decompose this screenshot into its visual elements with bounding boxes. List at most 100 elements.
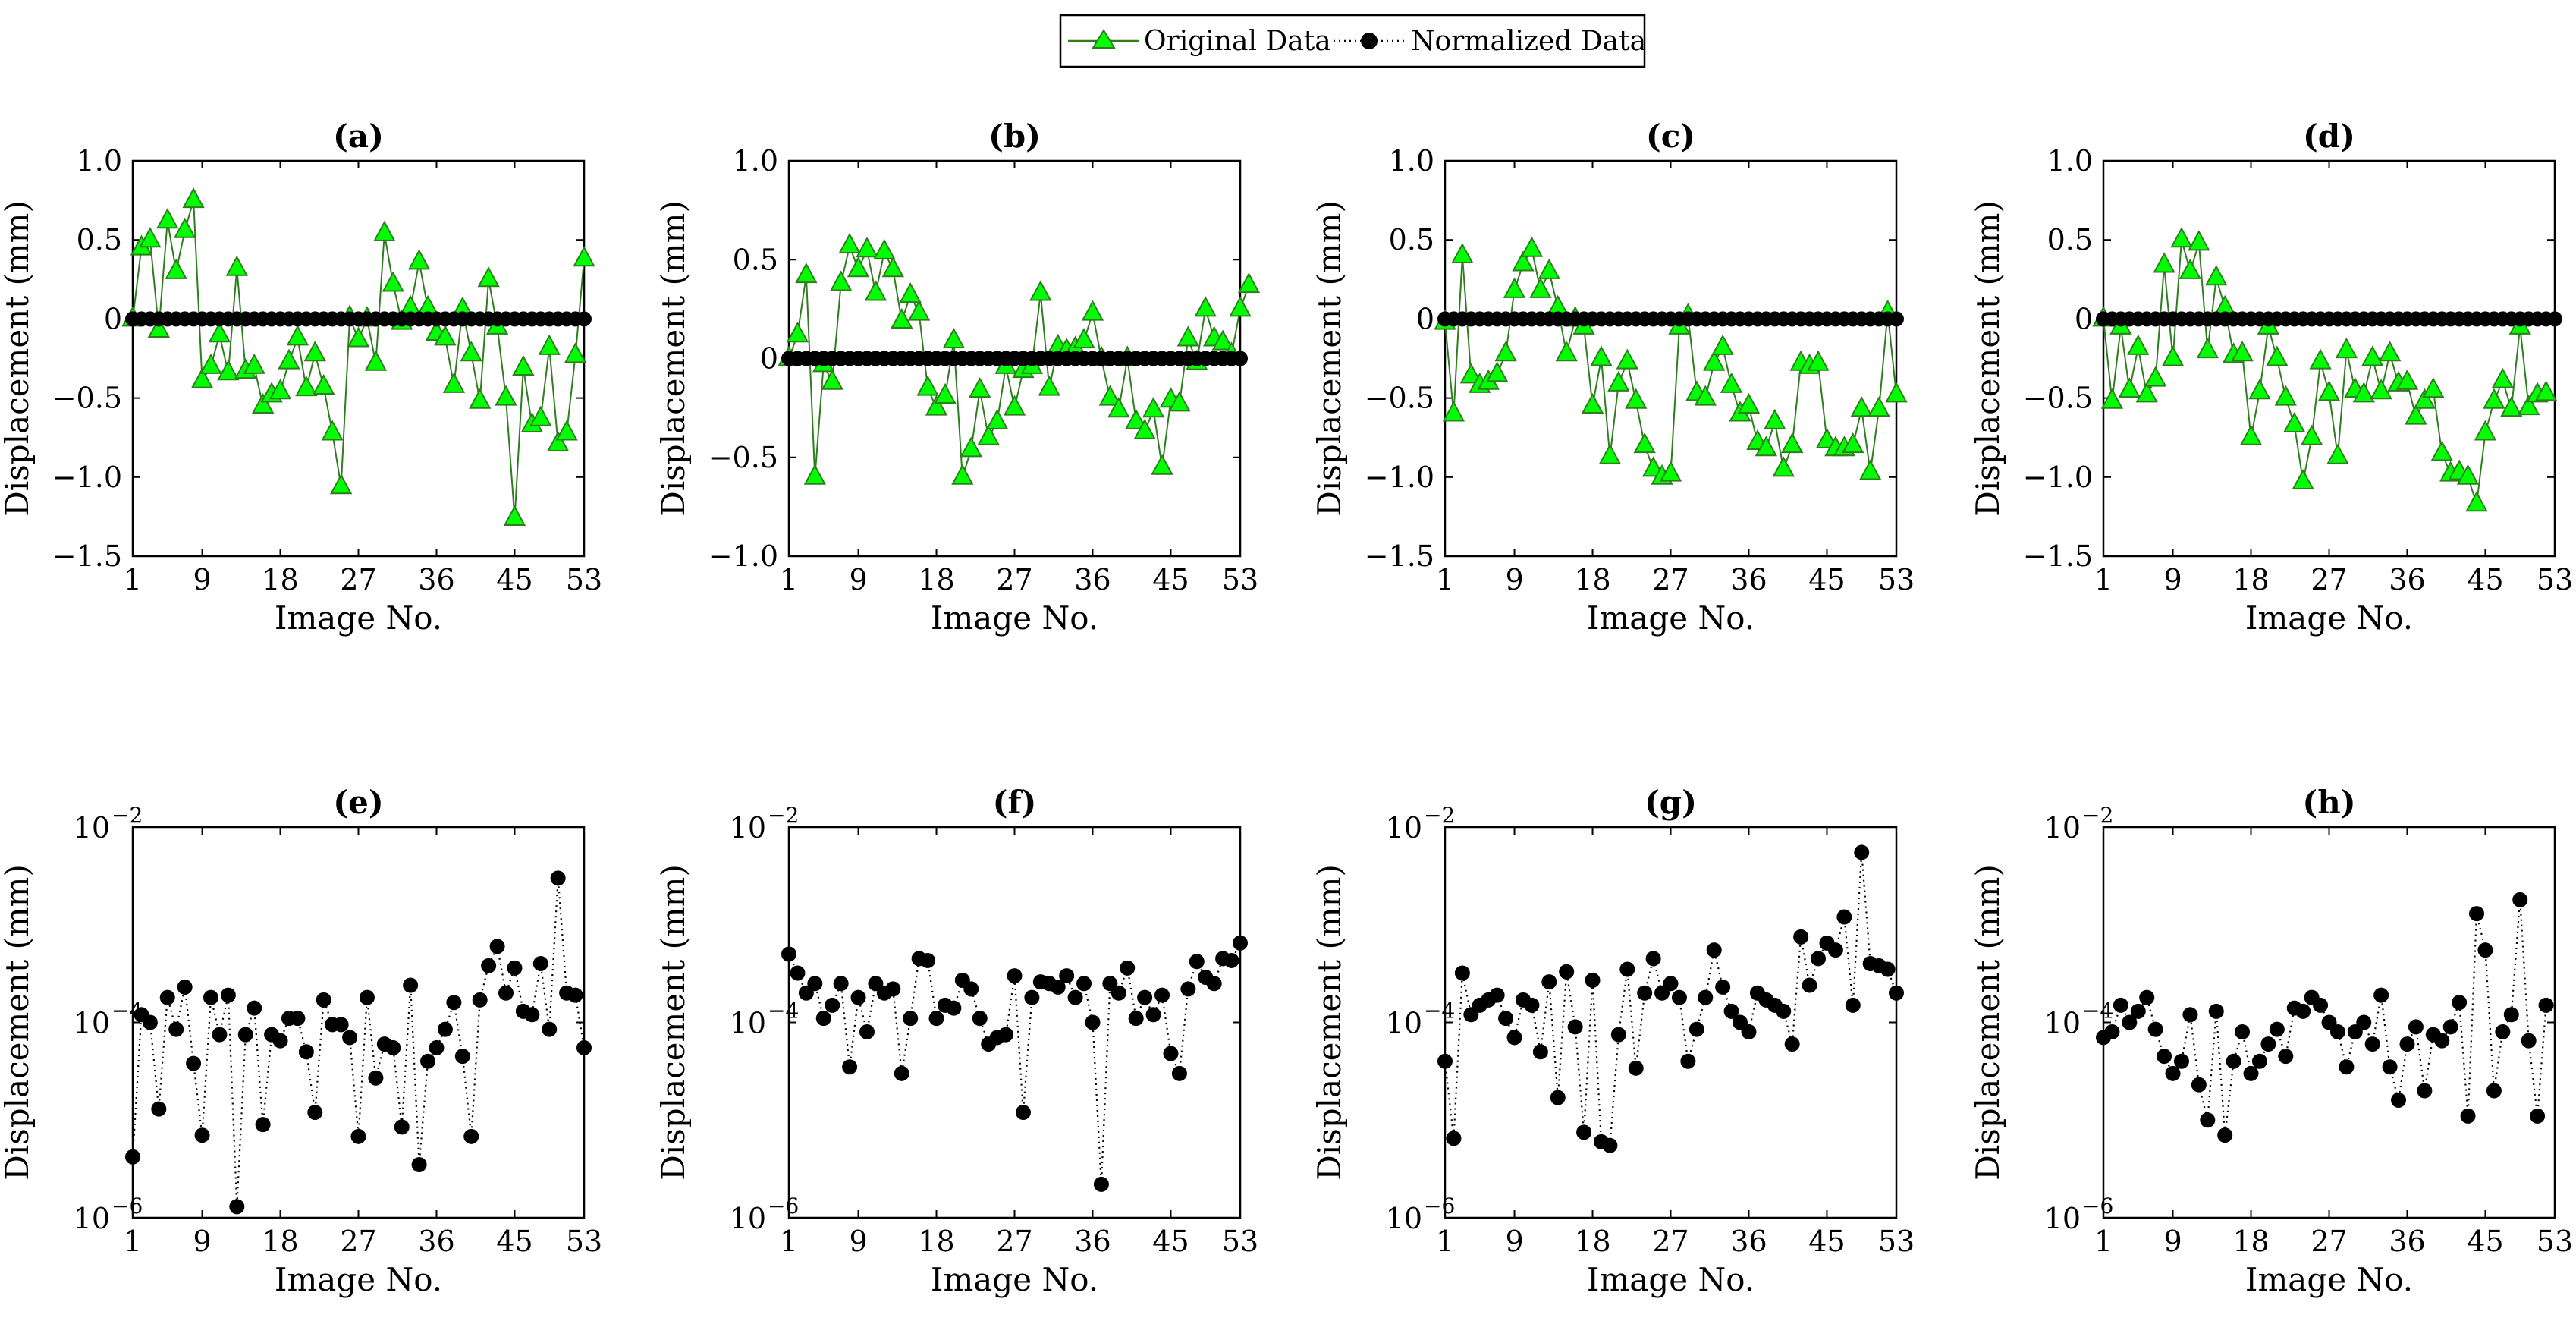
x-axis-label: Image No. [931,1261,1098,1298]
data-point-normalized [1076,976,1092,992]
data-point-normalized [2452,995,2468,1011]
data-point-normalized [2391,1092,2407,1108]
data-point-original [477,266,500,288]
axes-box [787,826,1242,1219]
x-tick-label: 27 [2311,1225,2347,1258]
data-point-original [460,341,482,362]
legend: Original Data Normalized Data [1059,14,1646,68]
data-point-normalized [1189,954,1205,970]
data-point-normalized [411,1156,427,1172]
data-point-original [2300,424,2323,445]
y-tick-exponent: −4 [1424,999,1455,1024]
data-point-normalized [229,1199,245,1215]
data-point-original [1503,277,1526,298]
y-axis-label: Displacement (mm) [1969,200,2006,517]
data-point-normalized [1889,311,1904,327]
x-tick-label: 45 [1808,563,1845,596]
data-point-original [407,249,431,270]
data-point-normalized [498,985,514,1001]
x-tick-label: 53 [2537,563,2573,596]
x-tick-label: 18 [262,1225,298,1258]
y-tick-label: −0.5 [708,441,778,474]
series-original-line [132,200,585,519]
x-tick-label: 53 [1878,1225,1915,1258]
x-tick-label: 45 [1152,563,1189,596]
data-point-normalized [1567,1019,1583,1035]
data-point-original [2326,443,2349,464]
y-tick-label: −1.5 [52,539,122,573]
data-point-normalized [446,995,462,1011]
y-tick-label: −0.5 [52,382,122,415]
y-tick-exponent: −6 [1424,1193,1455,1219]
data-point-original [382,271,404,292]
data-point-original [295,375,318,397]
data-point-normalized [1602,1137,1618,1153]
data-point-normalized [2469,906,2485,922]
data-point-normalized [1171,1065,1187,1081]
data-point-normalized [2382,1059,2398,1075]
data-point-normalized [1827,942,1843,958]
data-point-original [1442,401,1465,422]
data-point-original [1842,432,1864,454]
data-point-normalized [2217,1127,2233,1143]
data-point-original [1176,325,1200,347]
data-point-normalized [2157,1049,2172,1065]
x-tick-label: 45 [2467,1225,2503,1258]
data-point-normalized [972,1011,988,1027]
data-point-original [1607,370,1630,392]
data-point-original [147,316,171,338]
data-point-normalized [1145,1007,1161,1023]
data-point-original [503,505,526,526]
x-tick-label: 18 [1574,1225,1610,1258]
x-tick-label: 9 [849,1225,867,1258]
data-point-normalized [429,1039,445,1055]
data-point-original [2231,341,2254,362]
data-point-original [1772,456,1795,477]
data-point-original [1711,334,1734,355]
data-point-original [251,392,275,414]
data-point-original [1633,432,1656,454]
y-tick-exponent: −4 [768,999,799,1024]
data-point-original [1520,236,1544,257]
x-tick-label: 36 [1730,563,1767,596]
data-point-normalized [1093,1176,1109,1192]
data-point-original [942,327,966,349]
data-point-normalized [807,976,823,992]
data-point-original [2395,369,2419,390]
data-point-original [2500,396,2523,417]
x-tick-label: 27 [1652,1225,1689,1258]
data-point-original [347,326,370,348]
panel-title: (d) [2303,118,2355,155]
data-point-original [573,246,595,267]
data-point-original [2317,380,2341,401]
data-point-original [2188,230,2210,251]
data-point-original [2474,420,2497,441]
data-point-normalized [1741,1024,1757,1039]
data-point-normalized [2122,1014,2138,1030]
y-tick-exponent: −6 [768,1193,799,1219]
data-point-normalized [894,1065,909,1081]
x-tick-label: 18 [918,563,954,596]
data-point-original [881,256,904,278]
data-point-original [190,367,214,388]
x-tick-label: 1 [780,1225,798,1258]
chart-panel-d: (d) 1 9 18 27 36 45 53 −1.5 −1.0 −0.5 0 0.5 1.0 Image … [1969,118,2573,637]
y-tick-exponent: −2 [112,803,143,828]
x-tick-label: 27 [1652,563,1689,596]
panels: (a) 1 9 18 27 36 45 53 −1.5 −1.0 −0.5 0 0.5 1.0 Image … [0,118,2573,1298]
data-point-normalized [2460,1108,2476,1124]
data-point-original [165,258,187,279]
data-point-original [1107,397,1130,418]
data-point-original [2413,388,2436,409]
data-point-original [1081,300,1104,321]
data-point-normalized [272,1033,288,1049]
data-point-normalized [1889,985,1904,1001]
data-point-normalized [385,1039,401,1055]
data-point-normalized [1446,1131,1462,1146]
data-point-normalized [247,1000,262,1016]
data-point-original [1151,454,1173,475]
data-point-original [512,354,535,376]
data-point-normalized [142,1014,158,1030]
data-point-normalized [1007,968,1023,984]
